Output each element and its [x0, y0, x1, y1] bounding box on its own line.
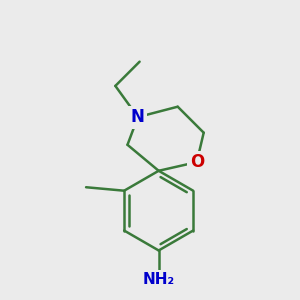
- Text: O: O: [190, 153, 204, 171]
- Text: NH₂: NH₂: [142, 272, 175, 287]
- Text: N: N: [131, 108, 145, 126]
